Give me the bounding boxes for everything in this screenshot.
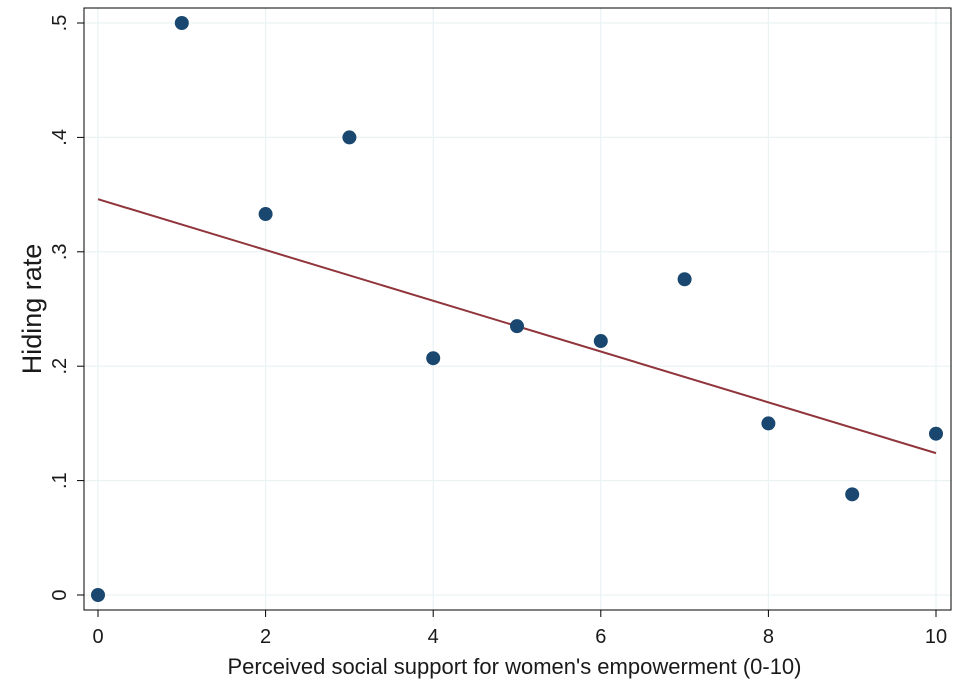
data-point: [929, 426, 943, 441]
data-point: [174, 16, 189, 30]
data-point: [426, 351, 441, 366]
data-point: [761, 416, 776, 431]
data-point: [593, 334, 608, 349]
y-tick-label: .2: [49, 358, 71, 375]
x-tick-label: 6: [595, 626, 606, 648]
y-tick-label: .5: [49, 15, 71, 32]
x-tick-label: 2: [260, 626, 271, 648]
x-tick-label: 0: [92, 626, 103, 648]
x-tick-label: 4: [428, 626, 439, 648]
x-axis-title: Perceived social support for women's emp…: [228, 654, 802, 679]
data-point: [845, 487, 860, 502]
axes: 0 2 4 6 8 10 0 .1 .2 .3 .4 .5: [49, 15, 947, 648]
data-point: [258, 207, 273, 222]
y-tick-label: .4: [49, 129, 71, 146]
data-point: [510, 319, 524, 334]
y-tick-label: .1: [49, 472, 71, 489]
data-point: [677, 272, 692, 287]
y-tick-label: 0: [49, 589, 71, 600]
x-tick-label: 8: [763, 626, 774, 648]
plot-area-frame: [83, 7, 952, 611]
data-point: [91, 588, 105, 602]
data-point: [342, 130, 357, 145]
y-axis-title: Hiding rate: [17, 244, 47, 375]
grid-lines: [84, 8, 951, 610]
data-points: [91, 16, 943, 602]
x-tick-label: 10: [925, 626, 947, 648]
y-tick-label: .3: [49, 243, 71, 260]
